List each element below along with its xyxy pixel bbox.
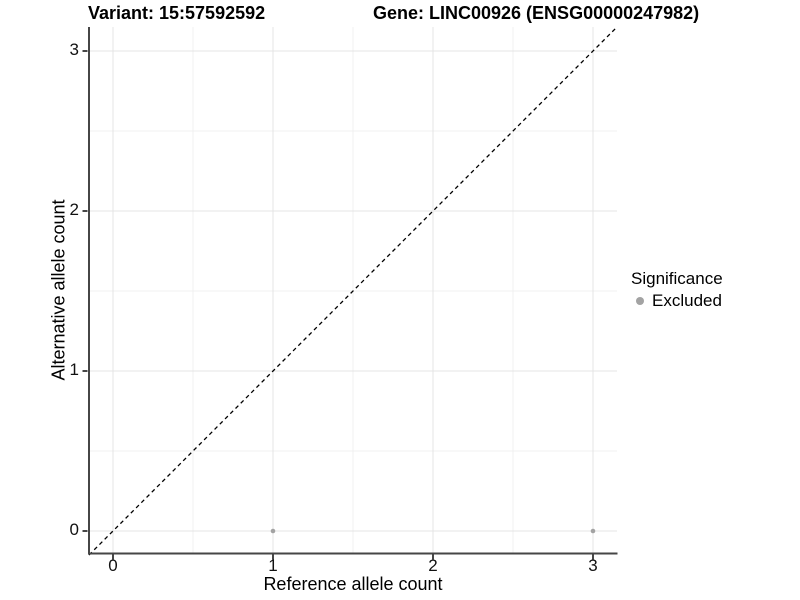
- y-tick-label: 2: [70, 200, 79, 219]
- grid-major-lines: [89, 27, 617, 553]
- legend-title: Significance: [631, 269, 723, 288]
- data-points: [270, 528, 596, 534]
- x-tick-labels: 0 1 2 3: [108, 556, 597, 575]
- y-tick-label: 1: [70, 360, 79, 379]
- plot-title-variant: Variant: 15:57592592: [88, 3, 266, 23]
- y-axis-title: Alternative allele count: [48, 199, 69, 381]
- data-point: [270, 528, 276, 534]
- x-tick-label: 1: [268, 556, 277, 575]
- legend-entry-label: Excluded: [652, 291, 722, 310]
- identity-dashed-line: [88, 26, 618, 556]
- x-tick-label: 2: [428, 556, 437, 575]
- y-tick-label: 0: [70, 520, 79, 539]
- legend: Significance Excluded: [631, 269, 723, 311]
- x-axis-title: Reference allele count: [263, 574, 443, 594]
- plot-title-gene: Gene: LINC00926 (ENSG00000247982): [373, 3, 700, 23]
- data-point: [590, 528, 596, 534]
- legend-point-icon: [636, 297, 644, 305]
- x-tick-label: 3: [588, 556, 597, 575]
- axis-tick-marks: [82, 50, 594, 560]
- y-tick-label: 3: [70, 40, 79, 59]
- legend-entry-excluded: Excluded: [631, 291, 723, 311]
- x-tick-label: 0: [108, 556, 117, 575]
- grid-minor-lines: [89, 27, 617, 553]
- y-tick-labels: 0 1 2 3: [70, 40, 79, 539]
- axis-lines: [88, 27, 618, 555]
